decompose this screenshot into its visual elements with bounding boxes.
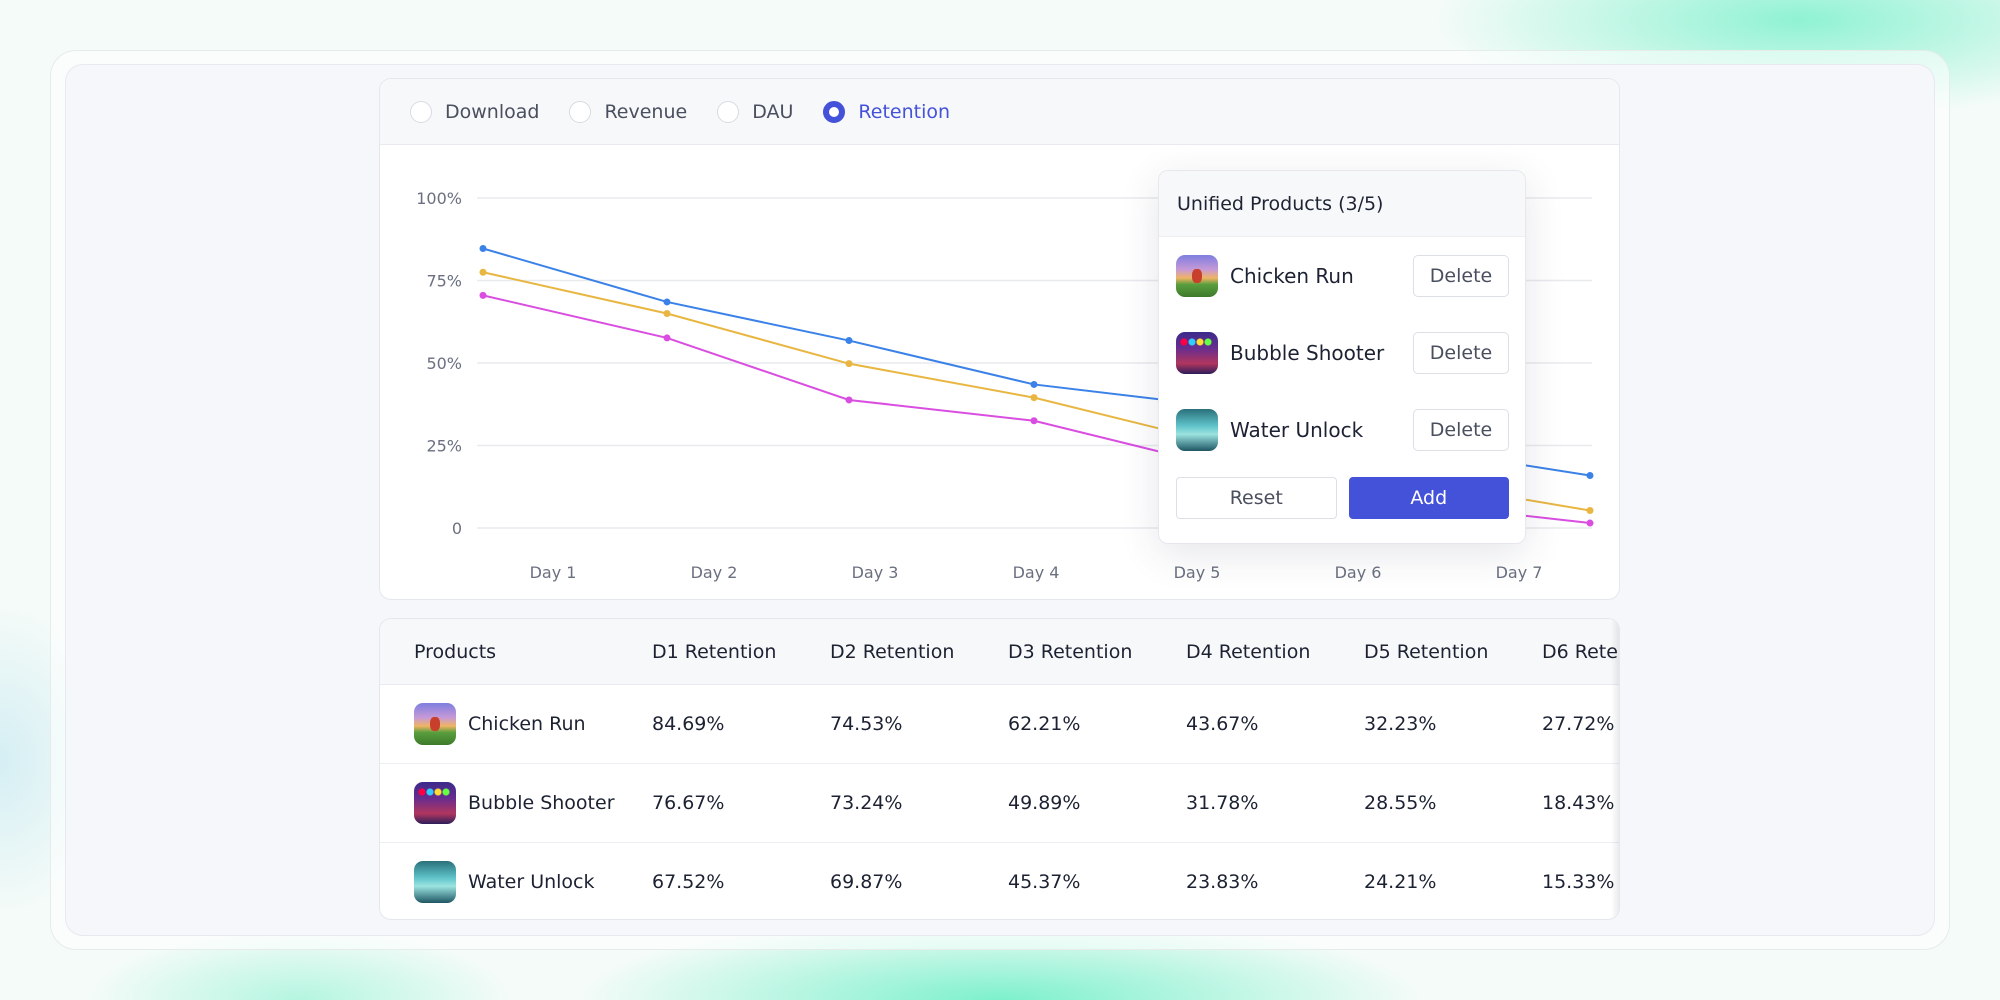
- product-name: Chicken Run: [468, 713, 586, 735]
- cell-d2: 73.24%: [830, 792, 903, 814]
- cell-d3: 49.89%: [1008, 792, 1081, 814]
- table-row[interactable]: Bubble Shooter 76.67% 73.24% 49.89% 31.7…: [380, 764, 1619, 843]
- product-cell: Water Unlock: [414, 861, 595, 903]
- cell-d6: 27.72%: [1542, 713, 1615, 735]
- radio-dau-icon[interactable]: [717, 100, 740, 123]
- bubble-shooter-icon: [1176, 331, 1218, 374]
- radio-revenue-icon[interactable]: [569, 100, 592, 123]
- retention-chart-card: Download Revenue DAU Retention 100% 75% 50…: [379, 78, 1620, 600]
- tab-dau-label: DAU: [752, 100, 794, 123]
- x-tick-label: Day 3: [852, 563, 899, 582]
- data-point[interactable]: [1030, 380, 1038, 388]
- x-tick-label: Day 1: [530, 563, 577, 582]
- data-point[interactable]: [845, 337, 853, 345]
- data-point[interactable]: [479, 244, 487, 252]
- header-d1: D1 Retention: [652, 640, 777, 663]
- cell-d1: 84.69%: [652, 713, 725, 735]
- data-point[interactable]: [479, 291, 487, 299]
- cell-d6: 18.43%: [1542, 792, 1615, 814]
- data-point[interactable]: [845, 396, 853, 404]
- radio-download-icon[interactable]: [410, 100, 432, 123]
- cell-d3: 45.37%: [1008, 871, 1081, 893]
- data-point[interactable]: [845, 360, 853, 368]
- x-tick-label: Day 7: [1496, 563, 1543, 582]
- tab-revenue-label: Revenue: [604, 100, 688, 123]
- header-d6: D6 Retention: [1542, 640, 1619, 663]
- header-d3: D3 Retention: [1008, 640, 1133, 663]
- product-cell: Chicken Run: [414, 703, 586, 745]
- tab-retention[interactable]: Retention: [823, 100, 951, 123]
- delete-water-unlock-button[interactable]: Delete: [1413, 408, 1509, 451]
- water-unlock-icon: [1176, 408, 1218, 451]
- y-tick-label: 100%: [416, 189, 462, 208]
- delete-bubble-shooter-button[interactable]: Delete: [1413, 331, 1509, 374]
- cell-d3: 62.21%: [1008, 713, 1081, 735]
- retention-table: Products D1 Retention D2 Retention D3 Re…: [379, 618, 1620, 920]
- cell-d6: 15.33%: [1542, 871, 1615, 893]
- popup-item-water-unlock: Water Unlock Delete: [1159, 391, 1525, 468]
- x-tick-label: Day 2: [691, 563, 738, 582]
- cell-d5: 24.21%: [1364, 871, 1437, 893]
- header-products: Products: [414, 640, 497, 663]
- header-d2: D2 Retention: [830, 640, 955, 663]
- radio-retention-icon[interactable]: [823, 100, 846, 123]
- water-unlock-icon: [414, 861, 456, 903]
- horizontal-scroll-shadow: [1611, 619, 1619, 919]
- data-point[interactable]: [663, 298, 671, 306]
- metric-tabs: Download Revenue DAU Retention: [380, 79, 1619, 145]
- y-tick-label: 0: [452, 519, 462, 538]
- cell-d4: 23.83%: [1186, 871, 1259, 893]
- cell-d4: 43.67%: [1186, 713, 1259, 735]
- product-name: Water Unlock: [468, 871, 595, 893]
- data-point[interactable]: [1586, 472, 1594, 480]
- y-tick-label: 50%: [426, 354, 462, 373]
- data-point[interactable]: [1586, 519, 1594, 527]
- cell-d2: 69.87%: [830, 871, 903, 893]
- x-tick-label: Day 5: [1174, 563, 1221, 582]
- tab-download-label: Download: [445, 100, 540, 123]
- delete-chicken-run-button[interactable]: Delete: [1413, 254, 1509, 297]
- cell-d5: 28.55%: [1364, 792, 1437, 814]
- popup-item-chicken-run: Chicken Run Delete: [1159, 237, 1525, 314]
- popup-item-name: Chicken Run: [1230, 263, 1354, 288]
- unified-products-popup: Unified Products (3/5) Chicken Run Delet…: [1158, 170, 1526, 544]
- popup-item-name: Bubble Shooter: [1230, 340, 1385, 365]
- chicken-run-icon: [414, 703, 456, 745]
- data-point[interactable]: [663, 310, 671, 317]
- reset-button[interactable]: Reset: [1176, 477, 1337, 519]
- popup-title: Unified Products (3/5): [1159, 171, 1525, 237]
- data-point[interactable]: [1030, 417, 1038, 425]
- cell-d1: 67.52%: [652, 871, 725, 893]
- popup-actions: Reset Add: [1159, 468, 1525, 519]
- cell-d5: 32.23%: [1364, 713, 1437, 735]
- cell-d1: 76.67%: [652, 792, 725, 814]
- cell-d4: 31.78%: [1186, 792, 1259, 814]
- data-point[interactable]: [1586, 507, 1594, 515]
- x-tick-label: Day 6: [1335, 563, 1382, 582]
- data-point[interactable]: [663, 334, 671, 342]
- cell-d2: 74.53%: [830, 713, 903, 735]
- y-tick-label: 75%: [426, 272, 462, 291]
- chicken-run-icon: [1176, 254, 1218, 297]
- header-d5: D5 Retention: [1364, 640, 1489, 663]
- y-tick-label: 25%: [426, 437, 462, 456]
- tab-dau[interactable]: DAU: [717, 100, 794, 123]
- header-d4: D4 Retention: [1186, 640, 1311, 663]
- x-tick-label: Day 4: [1013, 563, 1060, 582]
- table-header-row: Products D1 Retention D2 Retention D3 Re…: [380, 619, 1619, 685]
- data-point[interactable]: [1030, 394, 1038, 402]
- table-row[interactable]: Water Unlock 67.52% 69.87% 45.37% 23.83%…: [380, 843, 1619, 919]
- popup-item-name: Water Unlock: [1230, 417, 1364, 442]
- add-button[interactable]: Add: [1348, 477, 1509, 519]
- tab-revenue[interactable]: Revenue: [569, 100, 688, 123]
- data-point[interactable]: [479, 268, 487, 276]
- tab-download[interactable]: Download: [410, 100, 540, 123]
- popup-item-bubble-shooter: Bubble Shooter Delete: [1159, 314, 1525, 391]
- bubble-shooter-icon: [414, 782, 456, 824]
- product-cell: Bubble Shooter: [414, 782, 615, 824]
- tab-retention-label: Retention: [858, 100, 951, 123]
- table-row[interactable]: Chicken Run 84.69% 74.53% 62.21% 43.67% …: [380, 685, 1619, 764]
- product-name: Bubble Shooter: [468, 792, 615, 814]
